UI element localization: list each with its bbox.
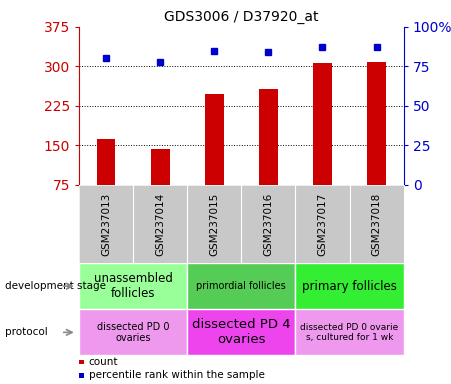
- Text: GSM237018: GSM237018: [372, 192, 382, 256]
- Title: GDS3006 / D37920_at: GDS3006 / D37920_at: [164, 10, 318, 25]
- Bar: [97, 139, 115, 185]
- Text: dissected PD 4
ovaries: dissected PD 4 ovaries: [192, 318, 290, 346]
- Text: development stage: development stage: [5, 281, 106, 291]
- Bar: [187, 263, 295, 309]
- Text: protocol: protocol: [5, 327, 47, 338]
- Bar: [79, 373, 84, 378]
- Text: percentile rank within the sample: percentile rank within the sample: [89, 371, 265, 381]
- Bar: [205, 94, 224, 185]
- Text: GSM237017: GSM237017: [318, 192, 327, 256]
- Text: dissected PD 0
ovaries: dissected PD 0 ovaries: [97, 321, 169, 343]
- Text: count: count: [89, 357, 118, 367]
- Text: primordial follicles: primordial follicles: [196, 281, 286, 291]
- Bar: [79, 360, 84, 364]
- Text: dissected PD 0 ovarie
s, cultured for 1 wk: dissected PD 0 ovarie s, cultured for 1 …: [300, 323, 399, 342]
- Bar: [295, 309, 404, 356]
- Text: GSM237014: GSM237014: [155, 192, 165, 256]
- Bar: [259, 89, 278, 185]
- Bar: [187, 309, 295, 356]
- Text: GSM237016: GSM237016: [263, 192, 273, 256]
- Bar: [367, 62, 386, 185]
- Text: GSM237013: GSM237013: [101, 192, 111, 256]
- Bar: [151, 149, 170, 185]
- Text: unassembled
follicles: unassembled follicles: [94, 272, 172, 300]
- Text: GSM237015: GSM237015: [209, 192, 219, 256]
- Bar: [79, 263, 187, 309]
- Bar: [295, 263, 404, 309]
- Bar: [79, 309, 187, 356]
- Text: primary follicles: primary follicles: [302, 280, 397, 293]
- Bar: [313, 63, 332, 185]
